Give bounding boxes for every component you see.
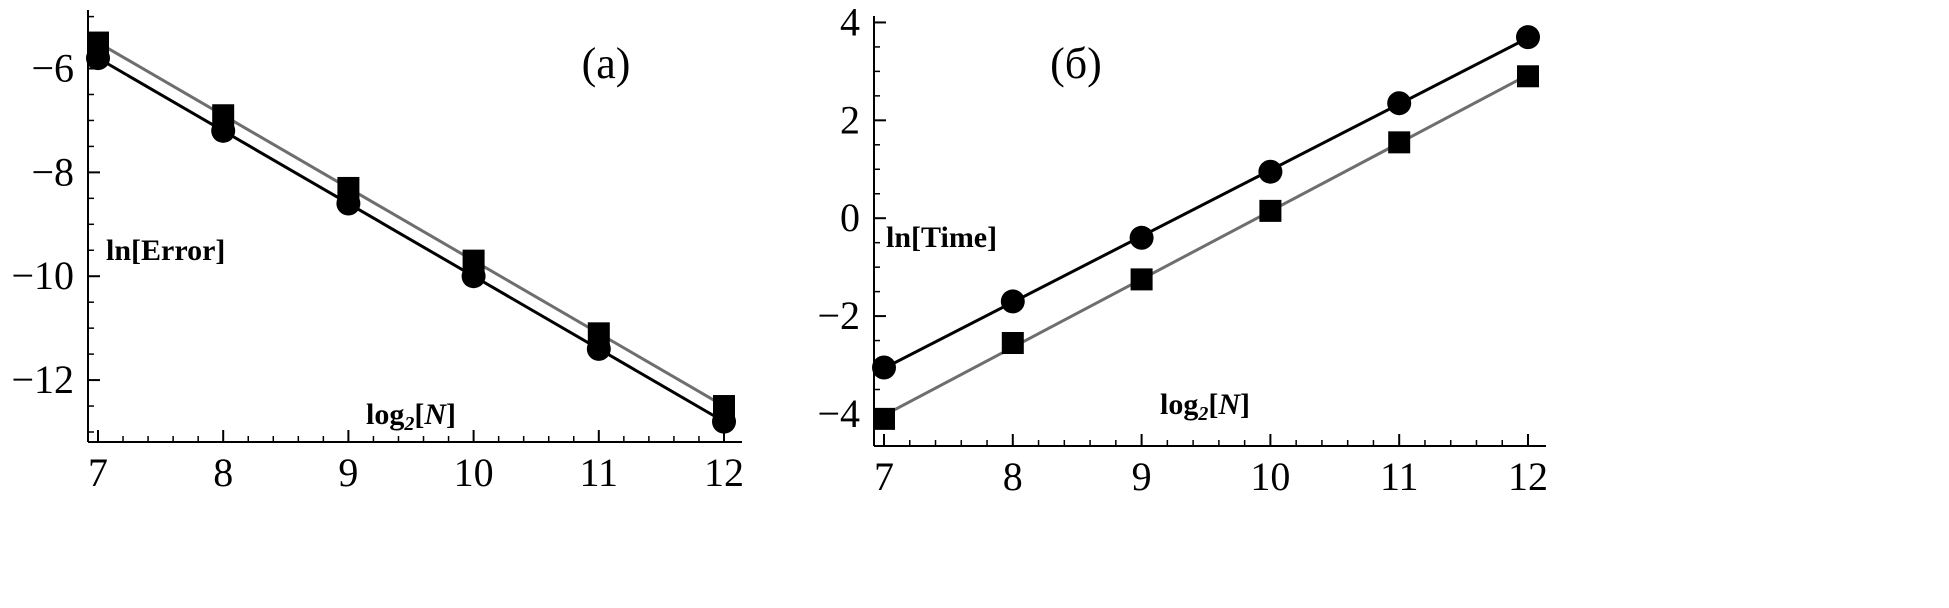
y-tick-label: 2 [840, 97, 860, 142]
x-axis-title-part: N [423, 398, 447, 431]
y-tick-label: −6 [31, 46, 74, 91]
data-point-circle [1129, 225, 1154, 250]
data-point-circle [712, 409, 736, 434]
data-point-circle [1387, 91, 1412, 116]
y-axis-title: ln[Time] [886, 221, 997, 254]
y-tick-label: −10 [11, 253, 74, 298]
x-axis-title-part: [ [1208, 388, 1218, 421]
data-point-circle [872, 355, 896, 380]
data-point-square [1130, 268, 1153, 291]
x-tick-label: 12 [1508, 454, 1548, 499]
x-tick-label: 8 [213, 450, 233, 495]
x-tick-label: 11 [580, 450, 619, 495]
data-point-circle [1258, 159, 1283, 184]
x-axis-title-part: ] [446, 398, 456, 431]
data-point-circle [86, 46, 110, 71]
x-tick-label: 9 [1132, 454, 1152, 499]
x-axis-title: log2[N] [366, 398, 456, 435]
x-tick-label: 7 [88, 450, 108, 495]
x-axis-title-part: [ [414, 398, 424, 431]
y-tick-label: 0 [840, 195, 860, 240]
data-point-square [873, 407, 895, 430]
x-tick-label: 7 [874, 454, 894, 499]
data-point-square [1388, 131, 1411, 154]
data-point-circle [461, 264, 486, 289]
y-tick-label: 4 [840, 0, 860, 44]
x-axis-title: log2[N] [1160, 388, 1250, 425]
data-point-circle [336, 191, 361, 216]
data-point-circle [1516, 25, 1540, 50]
panel-a: 7 8 9 10 11 12 −6 −8 −10 −12 (a) ln[Error] log2[N] [11, 10, 744, 495]
y-tick-label: −12 [11, 357, 74, 402]
x-tick-label: 9 [338, 450, 358, 495]
x-axis-title-part: log [366, 398, 404, 431]
data-point-square [1517, 65, 1539, 88]
y-tick-label: −2 [817, 293, 860, 338]
data-point-circle [1000, 289, 1025, 314]
y-tick-label: −8 [31, 149, 74, 194]
x-tick-label: 10 [454, 450, 494, 495]
series-line-0 [883, 36, 1529, 370]
x-axis-title-part: 2 [403, 413, 414, 435]
x-axis-title-part: 2 [1197, 403, 1208, 425]
x-axis-title-part: N [1217, 388, 1241, 421]
data-point-circle [586, 336, 611, 361]
data-point-circle [211, 118, 236, 143]
panel-label: (б) [1050, 39, 1102, 88]
x-tick-label: 8 [1003, 454, 1023, 499]
series-line-1 [883, 73, 1529, 417]
data-point-square [1259, 199, 1282, 222]
x-tick-label: 11 [1380, 454, 1419, 499]
x-tick-label: 12 [704, 450, 744, 495]
y-axis-title: ln[Error] [106, 234, 225, 267]
series-line-0 [97, 41, 725, 408]
x-axis-title-part: ] [1240, 388, 1250, 421]
panel-label: (a) [582, 39, 631, 88]
data-point-square [1001, 332, 1024, 355]
x-axis-title-part: log [1160, 388, 1198, 421]
series-line-1 [97, 56, 725, 423]
x-tick-label: 10 [1250, 454, 1290, 499]
y-tick-label: −4 [817, 391, 860, 436]
